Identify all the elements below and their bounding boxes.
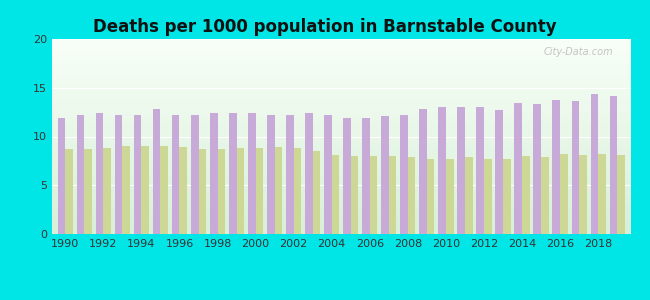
Bar [552, 100, 560, 234]
Bar [115, 115, 122, 234]
Bar [522, 156, 530, 234]
Bar [438, 107, 446, 234]
Bar [503, 159, 511, 234]
Bar [560, 154, 567, 234]
Bar [313, 151, 320, 234]
Bar [142, 146, 149, 234]
Bar [324, 115, 332, 234]
Bar [134, 115, 142, 234]
Bar [370, 156, 378, 234]
Bar [458, 107, 465, 234]
Bar [237, 148, 244, 234]
Bar [198, 149, 206, 234]
Bar [427, 159, 434, 234]
Bar [153, 109, 161, 234]
Bar [476, 107, 484, 234]
Bar [122, 146, 130, 234]
Bar [446, 159, 454, 234]
Bar [275, 147, 282, 234]
Bar [179, 147, 187, 234]
Bar [229, 113, 237, 234]
Bar [400, 115, 408, 234]
Text: Deaths per 1000 population in Barnstable County: Deaths per 1000 population in Barnstable… [93, 18, 557, 36]
Bar [591, 94, 598, 234]
Bar [618, 155, 625, 234]
Bar [248, 113, 255, 234]
Bar [598, 154, 606, 234]
Bar [191, 115, 198, 234]
Bar [305, 113, 313, 234]
Bar [514, 103, 522, 234]
Bar [77, 115, 85, 234]
Bar [286, 115, 294, 234]
Bar [96, 113, 103, 234]
Bar [534, 104, 541, 234]
Bar [571, 101, 579, 234]
Bar [58, 118, 65, 234]
Bar [389, 156, 396, 234]
Bar [610, 95, 617, 234]
Bar [255, 148, 263, 234]
Bar [381, 116, 389, 234]
Bar [484, 159, 491, 234]
Bar [495, 110, 503, 234]
Bar [419, 109, 427, 234]
Bar [351, 156, 358, 234]
Bar [362, 118, 370, 234]
Bar [294, 148, 302, 234]
Bar [103, 148, 111, 234]
Bar [161, 146, 168, 234]
Bar [541, 157, 549, 234]
Bar [267, 115, 275, 234]
Text: City-Data.com: City-Data.com [543, 47, 613, 57]
Bar [84, 149, 92, 234]
Bar [210, 113, 218, 234]
Bar [172, 115, 179, 234]
Bar [343, 118, 351, 234]
Bar [218, 149, 225, 234]
Bar [65, 149, 73, 234]
Bar [332, 155, 339, 234]
Bar [579, 155, 587, 234]
Bar [465, 157, 473, 234]
Bar [408, 157, 415, 234]
